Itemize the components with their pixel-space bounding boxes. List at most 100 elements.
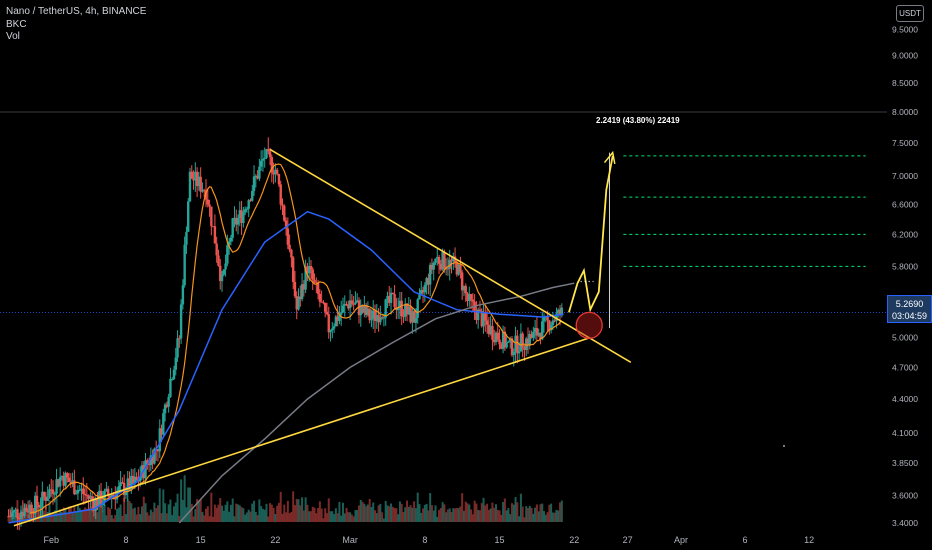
volume-bar [480,503,483,522]
candle-body [423,285,427,293]
candle-body [446,268,450,270]
volume-bar [117,507,120,522]
candle-body [414,317,418,323]
volume-bar [149,509,152,522]
volume-bar [199,499,202,522]
volume-bar [85,508,88,522]
volume-bar [249,511,252,522]
volume-bar [357,505,360,522]
ma-slow-line [178,282,575,524]
candle-body [279,184,282,205]
price-tick-label: 6.2000 [892,229,918,239]
volume-bar [452,508,455,522]
candle-body [130,475,133,490]
candle-body [452,256,455,262]
time-tick-label: 8 [422,535,427,545]
candle-body [535,328,539,336]
volume-bar [219,498,222,522]
volume-bar [188,487,191,522]
volume-bar [221,505,224,522]
volume-bar [309,511,312,522]
volume-bar [135,514,138,522]
price-tick-label: 8.0000 [892,107,918,117]
candle-body [183,244,186,286]
candle-body [439,263,443,270]
symbol-title[interactable]: Nano / TetherUS, 4h, BINANCE [6,6,147,17]
volume-bar [559,502,562,522]
volume-bar [57,512,60,522]
volume-bar [347,512,350,522]
candle-body [526,338,530,346]
drawings [13,148,866,527]
volume-bar [160,513,163,522]
candle-body [409,306,412,323]
volume-bar [507,508,510,522]
price-tick-label: 4.1000 [892,428,918,438]
price-axis[interactable]: 3.4000 3.6000 3.8500 4.1000 4.4000 4.7000 5.00… [887,0,932,550]
candle-body [523,347,526,350]
candle-body [7,515,10,517]
volume-bar [420,512,423,522]
candle-body [204,190,208,200]
candle-body [243,209,247,213]
volume-bar [62,507,65,522]
candle-body [379,317,382,323]
volume-bar [544,514,547,522]
candle-body [420,289,423,294]
volume-bar [464,501,467,522]
candle-body [295,296,298,310]
volume-bar [457,508,460,522]
volume-bar [299,505,302,522]
candle-body [87,495,90,499]
volume-bar [110,515,113,522]
candle-body [357,300,361,316]
volume-bar [126,499,129,522]
candle-body [537,332,540,336]
candle-body [23,508,26,517]
candle-body [178,338,181,340]
candle-body [525,338,528,350]
candle-body [281,204,284,206]
volume-bar [537,511,540,522]
volume-bar [217,504,220,522]
volume-bar [265,503,268,522]
volume-bar [153,502,156,522]
candle-body [464,285,467,294]
candle-body [364,305,368,316]
volume-bar [306,504,309,522]
volume-bar [253,500,256,522]
candle-body [114,494,117,500]
volume-bar [215,507,218,522]
volume-bar [368,498,371,522]
volume-bar [496,509,499,522]
stray-dot [783,445,785,447]
candle-body [428,264,432,285]
volume-bar [44,506,47,522]
volume-bar [345,507,348,522]
candle-body [382,317,386,319]
indicator-vol[interactable]: Vol [6,31,20,42]
candle-body [174,357,177,370]
volume-bar [311,506,314,522]
candle-body [338,314,341,321]
candle-body [444,268,448,270]
candle-body [89,496,92,499]
indicator-bkc[interactable]: BKC [6,18,27,30]
candle-body [261,158,265,161]
volume-bar [525,506,528,522]
volume-bar [455,507,458,522]
candle-body [457,264,460,275]
volume-bar [477,510,480,522]
volume-bar [233,516,236,522]
candle-body [302,284,306,290]
volume-bar [527,508,530,522]
volume-bar [354,510,357,522]
candle-body [135,476,138,481]
time-axis[interactable]: Feb 8 15 22 Mar 8 15 22 27 Apr 6 12 [43,535,814,545]
currency-button[interactable]: USDT [896,5,924,22]
candle-body [210,206,213,227]
volume-bar [251,503,254,522]
candle-body [290,249,293,258]
candle-body [231,218,234,238]
